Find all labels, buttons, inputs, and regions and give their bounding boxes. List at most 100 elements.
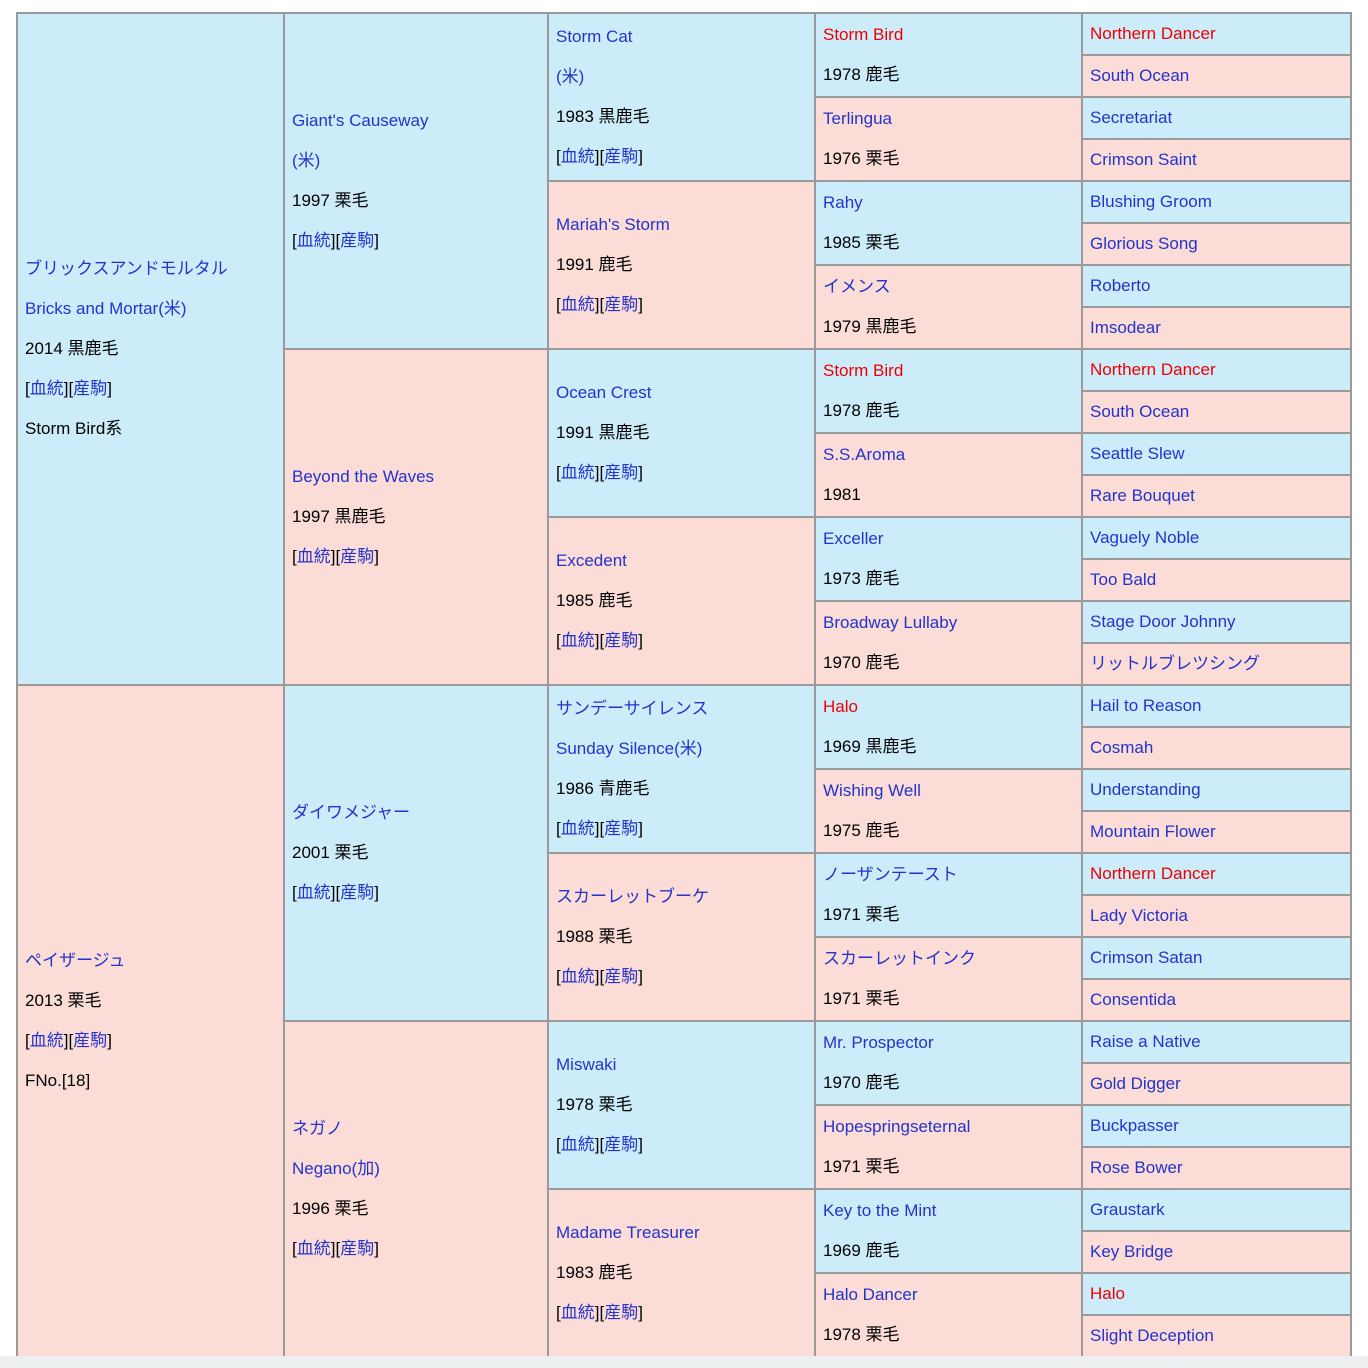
- blood-link[interactable]: 血統: [560, 819, 595, 838]
- blood-link[interactable]: 血統: [29, 1031, 64, 1050]
- horse-name-link[interactable]: Wishing Well: [823, 781, 921, 800]
- horse-name-link[interactable]: Exceller: [823, 529, 884, 548]
- horse-name-link[interactable]: Glorious Song: [1090, 234, 1198, 253]
- blood-link[interactable]: 血統: [296, 1239, 331, 1258]
- blood-link[interactable]: 血統: [560, 967, 595, 986]
- horse-name-link[interactable]: Vaguely Noble: [1090, 528, 1200, 547]
- offspring-link[interactable]: 産駒: [604, 819, 639, 838]
- horse-name-link[interactable]: Raise a Native: [1090, 1032, 1201, 1051]
- horse-name-link[interactable]: South Ocean: [1090, 66, 1190, 85]
- horse-name-link[interactable]: ペイザージュ: [25, 951, 126, 970]
- horse-name-link[interactable]: Rare Bouquet: [1090, 486, 1195, 505]
- blood-link[interactable]: 血統: [560, 147, 595, 166]
- horse-name-link[interactable]: リットルブレツシング: [1090, 654, 1260, 673]
- horse-name-link[interactable]: Storm Cat: [556, 27, 633, 46]
- horse-name-link[interactable]: スカーレットインク: [823, 949, 976, 968]
- blood-link[interactable]: 血統: [29, 379, 64, 398]
- horse-name-link[interactable]: スカーレットブーケ: [556, 887, 709, 906]
- horse-name-link[interactable]: Broadway Lullaby: [823, 613, 958, 632]
- horse-name-link[interactable]: Secretariat: [1090, 108, 1173, 127]
- horse-name-link[interactable]: Graustark: [1090, 1200, 1165, 1219]
- horse-name-link[interactable]: Key to the Mint: [823, 1201, 937, 1220]
- horse-name-line: サンデーサイレンス: [556, 689, 812, 729]
- horse-name-link[interactable]: Key Bridge: [1090, 1242, 1174, 1261]
- horse-name-link[interactable]: Rahy: [823, 193, 863, 212]
- pedigree-offspring-links-row: [血統][産駒]: [556, 1125, 812, 1165]
- horse-name-link[interactable]: Stage Door Johnny: [1090, 612, 1236, 631]
- horse-name-link[interactable]: ネガノ: [292, 1119, 343, 1138]
- horse-name-link[interactable]: Miswaki: [556, 1055, 617, 1074]
- horse-name-link[interactable]: Mr. Prospector: [823, 1033, 934, 1052]
- horse-name-link[interactable]: Madame Treasurer: [556, 1223, 700, 1242]
- horse-name-link[interactable]: Buckpasser: [1090, 1116, 1179, 1135]
- blood-link[interactable]: 血統: [560, 295, 595, 314]
- horse-name-link[interactable]: Understanding: [1090, 780, 1201, 799]
- bracket-text: [: [292, 883, 297, 902]
- offspring-link[interactable]: 産駒: [340, 231, 375, 250]
- blood-link[interactable]: 血統: [296, 883, 331, 902]
- horse-name-link[interactable]: S.S.Aroma: [823, 445, 906, 464]
- horse-name-link[interactable]: Consentida: [1090, 990, 1177, 1009]
- horse-name-link[interactable]: Bricks and Mortar(米): [25, 299, 187, 318]
- horse-name-link[interactable]: (米): [556, 67, 585, 86]
- pedigree-cell-male: ブリックスアンドモルタル Bricks and Mortar(米) 2014 黒鹿毛…: [16, 12, 285, 686]
- offspring-link[interactable]: 産駒: [604, 631, 639, 650]
- horse-name-link[interactable]: Crimson Satan: [1090, 948, 1203, 967]
- horse-name-link[interactable]: Beyond the Waves: [292, 467, 435, 486]
- horse-name-link[interactable]: Imsodear: [1090, 318, 1161, 337]
- pedigree-offspring-links-row: [血統][産駒]: [292, 537, 545, 577]
- horse-name-link[interactable]: イメンス: [823, 277, 891, 296]
- offspring-link[interactable]: 産駒: [340, 1239, 375, 1258]
- horse-name-link[interactable]: Too Bald: [1090, 570, 1157, 589]
- horse-name-link[interactable]: ノーザンテースト: [823, 865, 958, 884]
- horse-name-link[interactable]: Terlingua: [823, 109, 892, 128]
- offspring-link[interactable]: 産駒: [340, 547, 375, 566]
- horse-name-link[interactable]: Giant's Causeway: [292, 111, 429, 130]
- horse-name-line: Lady Victoria: [1090, 897, 1348, 935]
- offspring-link[interactable]: 産駒: [604, 463, 639, 482]
- pedigree-cell-female: Broadway Lullaby 1970 鹿毛: [814, 600, 1083, 686]
- horse-name-link[interactable]: Roberto: [1090, 276, 1151, 295]
- pedigree-cell-female: Rose Bower: [1081, 1146, 1352, 1190]
- horse-name-link[interactable]: Ocean Crest: [556, 383, 652, 402]
- horse-name-link[interactable]: Mariah's Storm: [556, 215, 670, 234]
- blood-link[interactable]: 血統: [560, 1135, 595, 1154]
- blood-link[interactable]: 血統: [560, 631, 595, 650]
- horse-name-link[interactable]: (米): [292, 151, 321, 170]
- horse-name-link[interactable]: Negano(加): [292, 1159, 380, 1178]
- horse-name-line: Bricks and Mortar(米): [25, 289, 281, 329]
- horse-name-link[interactable]: サンデーサイレンス: [556, 699, 709, 718]
- horse-name-link[interactable]: Cosmah: [1090, 738, 1154, 757]
- horse-name-link[interactable]: South Ocean: [1090, 402, 1190, 421]
- horse-name-link[interactable]: Lady Victoria: [1090, 906, 1188, 925]
- offspring-link[interactable]: 産駒: [73, 379, 108, 398]
- horse-name-link[interactable]: Blushing Groom: [1090, 192, 1212, 211]
- blood-link[interactable]: 血統: [560, 463, 595, 482]
- offspring-link[interactable]: 産駒: [604, 967, 639, 986]
- horse-name-link[interactable]: Mountain Flower: [1090, 822, 1216, 841]
- horse-name-link[interactable]: Hopespringseternal: [823, 1117, 971, 1136]
- horse-name-link[interactable]: Halo Dancer: [823, 1285, 918, 1304]
- horse-name-link[interactable]: ダイワメジャー: [292, 803, 411, 822]
- blood-link[interactable]: 血統: [560, 1303, 595, 1322]
- horse-name-link[interactable]: Rose Bower: [1090, 1158, 1183, 1177]
- horse-name-link[interactable]: Excedent: [556, 551, 627, 570]
- horse-name-link[interactable]: Gold Digger: [1090, 1074, 1181, 1093]
- offspring-link[interactable]: 産駒: [604, 295, 639, 314]
- blood-link[interactable]: 血統: [296, 547, 331, 566]
- offspring-link[interactable]: 産駒: [604, 1303, 639, 1322]
- bracket-text: [: [556, 819, 561, 838]
- offspring-link[interactable]: 産駒: [340, 883, 375, 902]
- horse-name-link[interactable]: Hail to Reason: [1090, 696, 1202, 715]
- horse-name-link[interactable]: Slight Deception: [1090, 1326, 1214, 1345]
- horse-name-link[interactable]: Seattle Slew: [1090, 444, 1185, 463]
- horse-name-link[interactable]: ブリックスアンドモルタル: [25, 259, 228, 278]
- horse-name-link[interactable]: Sunday Silence(米): [556, 739, 703, 758]
- blood-link[interactable]: 血統: [296, 231, 331, 250]
- offspring-link[interactable]: 産駒: [73, 1031, 108, 1050]
- offspring-link[interactable]: 産駒: [604, 1135, 639, 1154]
- detail-line: 1981: [823, 475, 1079, 515]
- detail-text: 1981: [823, 485, 861, 504]
- horse-name-link[interactable]: Crimson Saint: [1090, 150, 1197, 169]
- offspring-link[interactable]: 産駒: [604, 147, 639, 166]
